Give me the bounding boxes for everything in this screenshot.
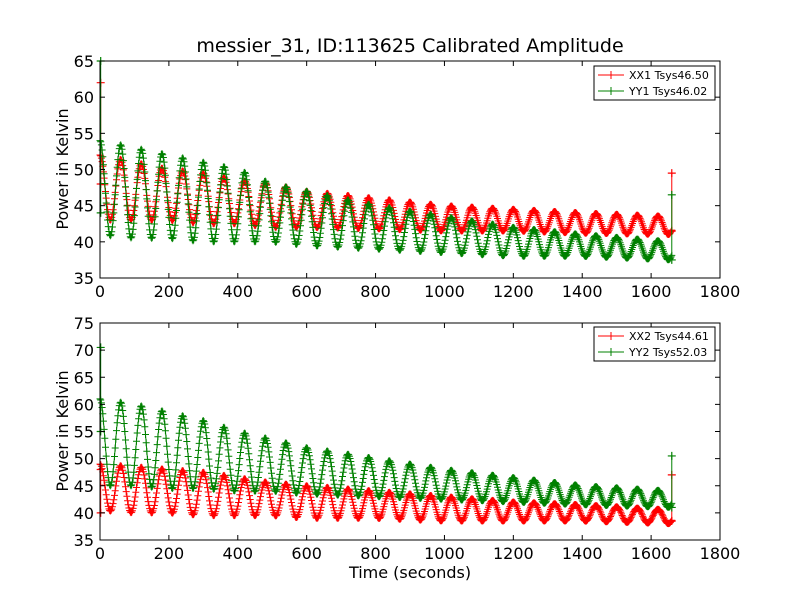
top-ytick-label: 60 — [74, 88, 94, 107]
bottom-ytick-label: 40 — [74, 504, 94, 523]
bottom-xtick-label: 0 — [95, 544, 105, 563]
bottom-xtick-label: 1200 — [493, 544, 534, 563]
bottom-xtick-label: 200 — [154, 544, 185, 563]
top-ytick-label: 40 — [74, 233, 94, 252]
top-ytick-label: 35 — [74, 269, 94, 288]
bottom-ytick-label: 60 — [74, 395, 94, 414]
top-legend-label-yy1: YY1 Tsys46.02 — [628, 85, 707, 98]
top-xtick-label: 1200 — [493, 282, 534, 301]
top-xtick-label: 600 — [291, 282, 322, 301]
top-xtick-label: 800 — [360, 282, 391, 301]
top-legend-box — [593, 65, 716, 101]
bottom-xtick-label: 600 — [291, 544, 322, 563]
top-ytick-label: 65 — [74, 52, 94, 71]
bottom-xtick-label: 1400 — [562, 544, 603, 563]
bottom-series-xx2 — [96, 460, 676, 528]
top-xtick-label: 1400 — [562, 282, 603, 301]
bottom-panel-ylabel: Power in Kelvin — [53, 370, 72, 491]
bottom-ytick-label: 65 — [74, 368, 94, 387]
bottom-xtick-label: 400 — [223, 544, 254, 563]
bottom-legend-label-xx2: XX2 Tsys44.61 — [629, 330, 709, 343]
bottom-panel: 0 200 400 600 800 1000 1200 1400 1600 1800 35 40 45 5… — [53, 314, 740, 582]
bottom-ytick-label: 50 — [74, 450, 94, 469]
chart-title: messier_31, ID:113625 Calibrated Amplitu… — [196, 35, 623, 57]
bottom-legend-box — [593, 326, 716, 362]
top-panel-ticks: 0 200 400 600 800 1000 1200 1400 1600 1800 35 40 45 5… — [74, 52, 741, 301]
top-panel-legend: XX1 Tsys46.50 YY1 Tsys46.02 — [593, 65, 716, 101]
bottom-xtick-label: 1000 — [424, 544, 465, 563]
bottom-xtick-label: 800 — [360, 544, 391, 563]
top-xtick-label: 400 — [223, 282, 254, 301]
top-panel: 0 200 400 600 800 1000 1200 1400 1600 1800 35 40 45 5… — [53, 52, 740, 301]
bottom-ytick-label: 55 — [74, 423, 94, 442]
top-xtick-label: 0 — [95, 282, 105, 301]
bottom-ytick-label: 75 — [74, 314, 94, 333]
top-ytick-label: 55 — [74, 124, 94, 143]
x-axis-label: Time (seconds) — [348, 563, 471, 582]
bottom-panel-legend: XX2 Tsys44.61 YY2 Tsys52.03 — [593, 326, 716, 362]
top-xtick-label: 1600 — [631, 282, 672, 301]
top-ytick-label: 50 — [74, 161, 94, 180]
bottom-xtick-label: 1600 — [631, 544, 672, 563]
bottom-series-yy2 — [96, 343, 676, 512]
bottom-panel-series — [96, 343, 676, 528]
top-xtick-label: 200 — [154, 282, 185, 301]
bottom-ytick-label: 70 — [74, 341, 94, 360]
bottom-xtick-label: 1800 — [700, 544, 741, 563]
top-xtick-label: 1800 — [700, 282, 741, 301]
bottom-ytick-label: 45 — [74, 477, 94, 496]
bottom-ytick-label: 35 — [74, 531, 94, 550]
top-panel-ylabel: Power in Kelvin — [53, 108, 72, 229]
top-xtick-label: 1000 — [424, 282, 465, 301]
top-ytick-label: 45 — [74, 197, 94, 216]
top-legend-label-xx1: XX1 Tsys46.50 — [629, 69, 709, 82]
bottom-legend-label-yy2: YY2 Tsys52.03 — [628, 346, 707, 359]
bottom-panel-ticks: 0 200 400 600 800 1000 1200 1400 1600 1800 35 40 45 5… — [74, 314, 741, 563]
